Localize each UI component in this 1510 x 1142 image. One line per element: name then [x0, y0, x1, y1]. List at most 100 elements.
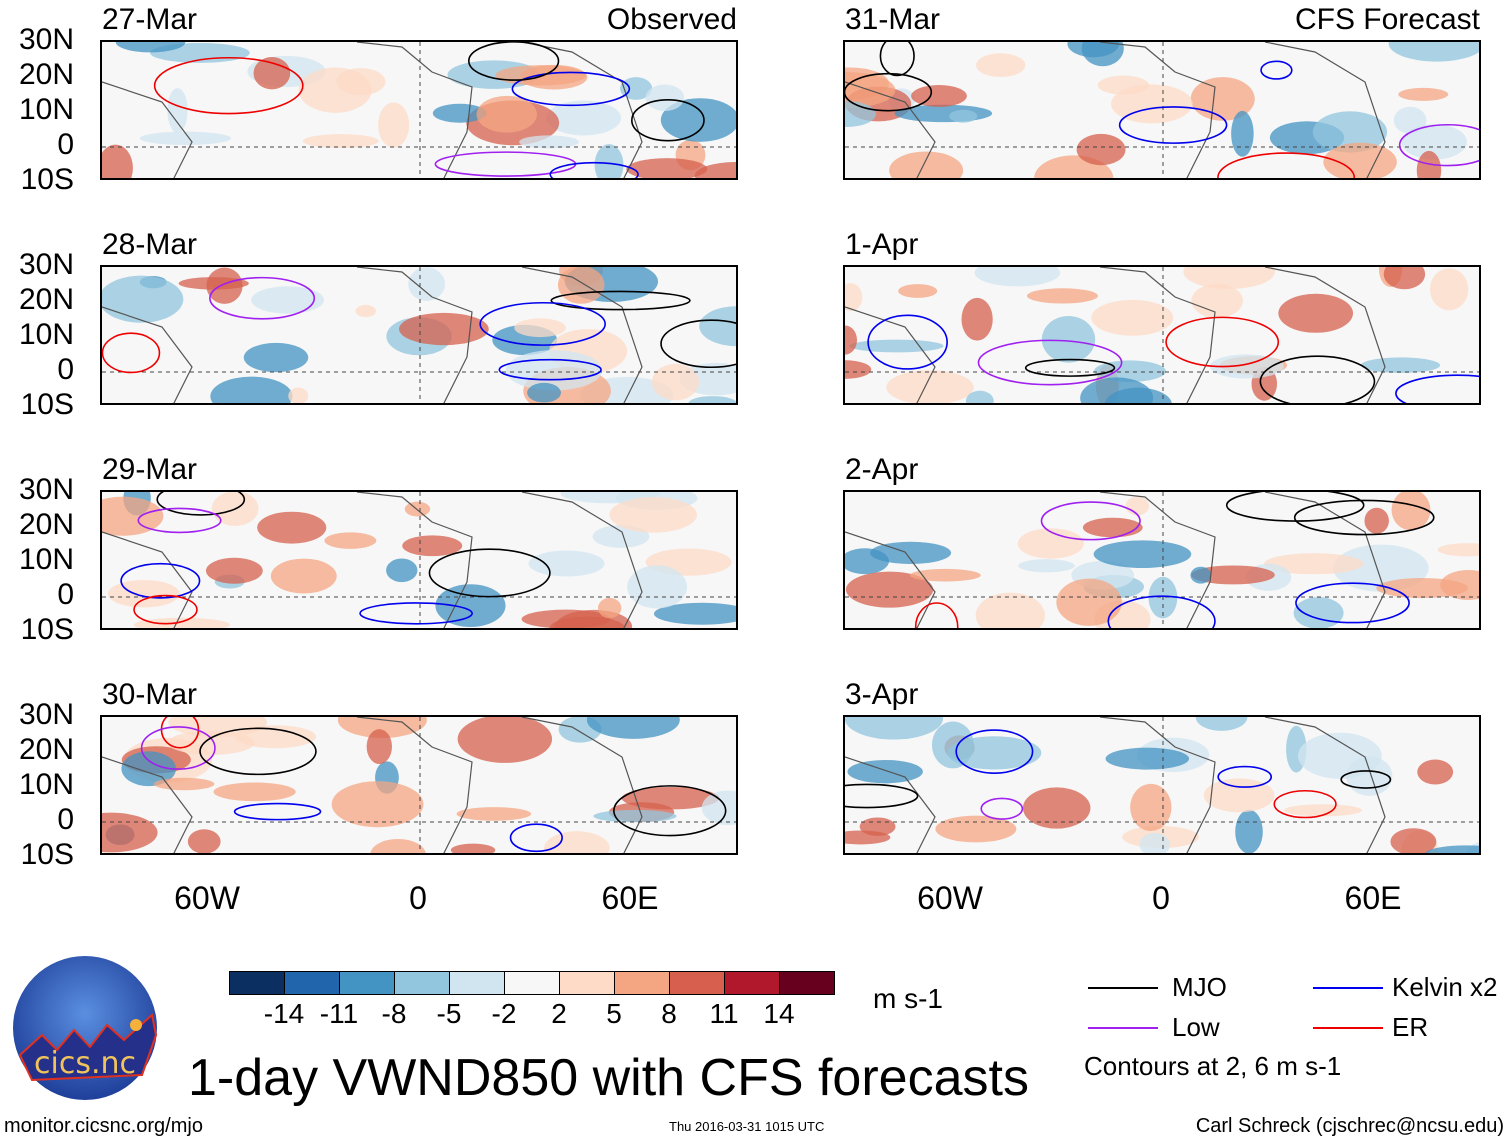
column-label: CFS Forecast [1294, 3, 1480, 36]
wind-anomaly-patch [1323, 142, 1397, 178]
wind-anomaly-patch [251, 286, 324, 314]
wind-anomaly-patch [1041, 316, 1096, 363]
lat-label: 10S [20, 163, 74, 196]
contour-line [1024, 358, 1116, 377]
contour-line [1118, 106, 1228, 144]
wind-anomaly-patch [1417, 759, 1454, 785]
wind-anomaly-patch [949, 109, 978, 123]
wind-anomaly-patch [1097, 75, 1150, 95]
contour-line [153, 56, 304, 115]
wind-anomaly-patch [699, 306, 736, 347]
wind-anomaly-patch [167, 730, 255, 755]
lat-label: 20N [18, 733, 74, 766]
colorbar-tick: 2 [551, 998, 567, 1029]
colorbar-swatch [780, 972, 834, 994]
lat-label: 20N [18, 58, 74, 91]
lat-label: 10S [20, 613, 74, 646]
wind-anomaly-patch [1293, 597, 1344, 628]
footer-author: Carl Schreck (cjschrec@ncsu.edu) [1195, 1115, 1504, 1137]
wind-anomaly-patch [505, 350, 603, 391]
wind-anomaly-patch [102, 275, 184, 323]
contour-line [980, 797, 1024, 820]
column-label: Observed [606, 3, 737, 36]
colorbar-tick: -2 [491, 998, 517, 1029]
contour-line [977, 339, 1123, 386]
coastline [845, 42, 1386, 178]
wind-anomaly-patch [336, 68, 386, 96]
wind-anomaly-patch [1437, 543, 1479, 557]
colorbar-swatch [340, 972, 395, 994]
wind-anomaly-patch [694, 162, 736, 178]
wind-anomaly-patch [1191, 565, 1275, 585]
wind-anomaly-patch [557, 267, 605, 304]
wind-anomaly-patch [1391, 492, 1431, 531]
wind-anomaly-patch [399, 312, 489, 346]
contour-line [1225, 492, 1365, 522]
wind-anomaly-patch [366, 729, 392, 765]
panel-date: 28-Mar [102, 228, 198, 261]
coastline [102, 492, 643, 628]
panel-date: 2-Apr [845, 453, 919, 486]
wind-anomaly-patch [1390, 828, 1437, 853]
contour-line [1340, 770, 1392, 789]
wind-anomaly-patch [337, 717, 427, 738]
wind-anomaly-patch [514, 318, 566, 338]
cicsnc-logo: cics.nc [13, 956, 158, 1100]
contour-line [428, 548, 551, 598]
contour-line [1260, 60, 1293, 80]
wind-anomaly-patch [210, 376, 293, 403]
wind-anomaly-patch [270, 558, 337, 594]
wind-anomaly-patch [107, 579, 180, 608]
wind-anomaly-patch [1312, 111, 1388, 153]
wind-anomaly-patch [1283, 804, 1362, 817]
wind-anomaly-patch [1104, 387, 1172, 403]
wind-anomaly-patch [1026, 288, 1098, 304]
wind-anomaly-patch [935, 815, 1017, 843]
contour-line [1217, 152, 1356, 178]
wind-anomaly-patch [102, 144, 133, 178]
wind-anomaly-patch [1424, 845, 1479, 853]
map-panel [843, 40, 1481, 180]
wind-anomaly-patch [139, 131, 232, 145]
wind-anomaly-patch [1401, 124, 1467, 160]
wind-anomaly-patch [1231, 110, 1254, 157]
wind-anomaly-patch [1022, 787, 1091, 829]
lat-label: 30N [18, 473, 74, 506]
contour-line [120, 562, 201, 599]
lon-label: 60W [917, 880, 983, 916]
contour-line [660, 319, 736, 369]
map-panel [100, 40, 738, 180]
colorbar-tick: 8 [661, 998, 677, 1029]
wind-anomaly-patch [167, 88, 188, 133]
contour-line [434, 151, 577, 177]
footer-url[interactable]: monitor.cicsnc.org/mjo [4, 1115, 203, 1137]
contour-line [133, 594, 198, 625]
wind-anomaly-patch [528, 550, 605, 577]
lat-label: 10S [20, 838, 74, 871]
wind-anomaly-patch [1056, 578, 1122, 626]
wind-anomaly-patch [911, 85, 967, 107]
wind-anomaly-patch [243, 342, 309, 373]
wind-anomaly-patch [1018, 559, 1075, 573]
contour-line [1259, 355, 1376, 403]
contour-line [511, 71, 631, 107]
contour-line [613, 785, 727, 837]
colorbar-tick: 11 [709, 998, 739, 1029]
wind-anomaly-patch [288, 387, 309, 403]
colorbar-swatch [725, 972, 780, 994]
wind-anomaly-patch [974, 267, 1061, 287]
wind-anomaly-patch [1383, 267, 1426, 290]
wind-anomaly-patch [546, 100, 622, 136]
wind-anomaly-patch [845, 571, 934, 608]
wind-anomaly-patch [1183, 267, 1275, 289]
colorbar-swatch [505, 972, 560, 994]
wind-anomaly-patch [457, 717, 553, 763]
lat-label: 0 [57, 578, 74, 611]
coastline [102, 267, 643, 403]
wind-anomaly-patch [1081, 42, 1124, 67]
panel-date: 1-Apr [845, 228, 919, 261]
lat-label: 20N [18, 283, 74, 316]
colorbar-tick: -11 [319, 998, 359, 1029]
wind-anomaly-patch [931, 721, 974, 769]
